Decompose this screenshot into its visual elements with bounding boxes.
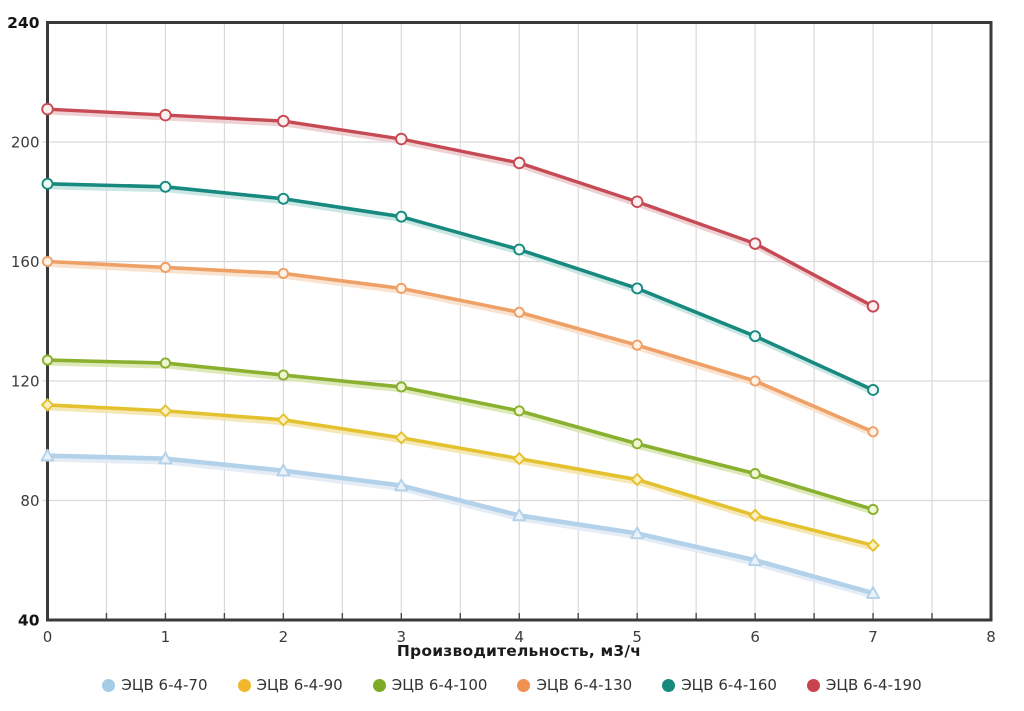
data-point-marker	[513, 405, 525, 417]
legend-label: ЭЦВ 6-4-160	[681, 676, 777, 694]
data-point-marker	[277, 267, 289, 280]
data-point-marker	[867, 426, 879, 438]
series-shadow-2	[46, 360, 877, 515]
x-tick-label: 6	[750, 628, 760, 646]
legend-item-4[interactable]: ЭЦВ 6-4-160	[662, 676, 777, 694]
data-point-marker	[630, 526, 645, 540]
legend-item-2[interactable]: ЭЦВ 6-4-100	[372, 676, 488, 694]
y-tick-label: 160	[11, 253, 40, 271]
data-point-marker	[159, 180, 172, 193]
y-tick-label: 240	[7, 14, 40, 32]
plot-border	[46, 21, 993, 622]
data-point-marker	[749, 375, 761, 387]
data-point-marker	[159, 108, 172, 122]
legend-label: ЭЦВ 6-4-100	[391, 676, 488, 694]
data-point-marker	[277, 114, 290, 128]
data-point-marker	[867, 503, 879, 516]
x-tick-label: 8	[986, 628, 996, 646]
data-point-marker	[40, 398, 55, 412]
legend-swatch-icon	[806, 678, 820, 692]
x-tick-label: 3	[397, 628, 407, 646]
x-axis-title: Производительность, м3/ч	[396, 642, 642, 660]
x-tick-label: 4	[514, 628, 524, 646]
legend-label: ЭЦВ 6-4-190	[825, 676, 922, 694]
data-point-marker	[512, 508, 527, 522]
legend: ЭЦВ 6-4-70 ЭЦВ 6-4-90 ЭЦВ 6-4-100 ЭЦВ 6-4-1…	[0, 676, 1024, 694]
y-tick-label: 80	[20, 492, 39, 510]
data-point-marker	[159, 357, 171, 369]
data-point-marker	[394, 430, 409, 445]
data-point-marker	[276, 412, 291, 427]
data-point-marker	[277, 192, 290, 205]
y-tick-label: 40	[18, 612, 40, 630]
legend-item-1[interactable]: ЭЦВ 6-4-90	[237, 676, 343, 694]
legend-label: ЭЦВ 6-4-90	[256, 676, 343, 694]
data-point-marker	[395, 381, 407, 393]
x-tick-label: 1	[161, 628, 171, 646]
legend-swatch-icon	[102, 678, 116, 692]
x-tick-label: 7	[868, 628, 878, 646]
data-point-marker	[748, 553, 763, 566]
x-tick-label: 2	[279, 628, 289, 646]
legend-swatch-icon	[237, 678, 251, 692]
data-point-marker	[867, 384, 880, 396]
data-point-marker	[866, 538, 880, 553]
data-point-marker	[41, 102, 54, 116]
data-point-marker	[749, 468, 761, 480]
y-tick-label: 200	[11, 134, 40, 152]
series-shadow-1	[46, 405, 877, 551]
series-shadow-0	[45, 456, 878, 600]
data-point-marker	[159, 261, 171, 274]
series-shadow-4	[46, 184, 877, 396]
chart-canvas: 240 200 160 120 80 400 1 2 3 4 5 6 7 8	[7, 14, 996, 646]
data-point-marker	[748, 237, 762, 250]
legend-item-3[interactable]: ЭЦВ 6-4-130	[517, 676, 632, 694]
data-point-marker	[395, 132, 408, 146]
data-point-marker	[158, 404, 173, 418]
legend-label: ЭЦВ 6-4-130	[536, 676, 633, 694]
y-tick-label: 120	[11, 373, 40, 391]
data-point-marker	[513, 243, 526, 256]
legend-item-5[interactable]: ЭЦВ 6-4-190	[806, 676, 922, 694]
legend-label: ЭЦВ 6-4-70	[121, 676, 208, 694]
data-point-marker	[40, 448, 55, 462]
data-point-marker	[630, 472, 645, 487]
data-point-marker	[513, 306, 525, 318]
legend-swatch-icon	[517, 678, 531, 692]
data-point-marker	[41, 177, 54, 190]
series-line-3	[45, 259, 875, 434]
data-point-marker	[631, 282, 644, 295]
data-point-marker	[277, 369, 289, 381]
data-point-marker	[866, 586, 881, 599]
data-point-marker	[866, 300, 880, 313]
series-line-2	[45, 358, 875, 512]
data-point-marker	[749, 330, 762, 343]
data-point-marker	[748, 508, 762, 523]
data-point-marker	[630, 195, 644, 208]
legend-swatch-icon	[662, 678, 676, 692]
data-point-marker	[512, 451, 527, 466]
data-point-marker	[395, 210, 408, 223]
series-shadow-3	[46, 262, 877, 438]
data-point-marker	[513, 156, 526, 170]
series-shadow-5	[46, 110, 877, 312]
data-point-marker	[41, 354, 54, 366]
series-line-1	[45, 403, 875, 548]
x-tick-label: 5	[632, 628, 642, 646]
data-point-marker	[41, 255, 54, 268]
data-point-marker	[395, 282, 407, 294]
data-point-marker	[276, 463, 291, 477]
data-point-marker	[631, 339, 643, 351]
series-line-0	[45, 453, 876, 596]
series-line-5	[45, 107, 875, 309]
data-point-marker	[394, 478, 409, 492]
series-line-4	[45, 182, 875, 392]
data-point-marker	[158, 451, 173, 465]
legend-swatch-icon	[372, 678, 386, 692]
legend-item-0[interactable]: ЭЦВ 6-4-70	[102, 676, 208, 694]
x-tick-label: 0	[43, 628, 53, 646]
data-point-marker	[631, 438, 643, 450]
